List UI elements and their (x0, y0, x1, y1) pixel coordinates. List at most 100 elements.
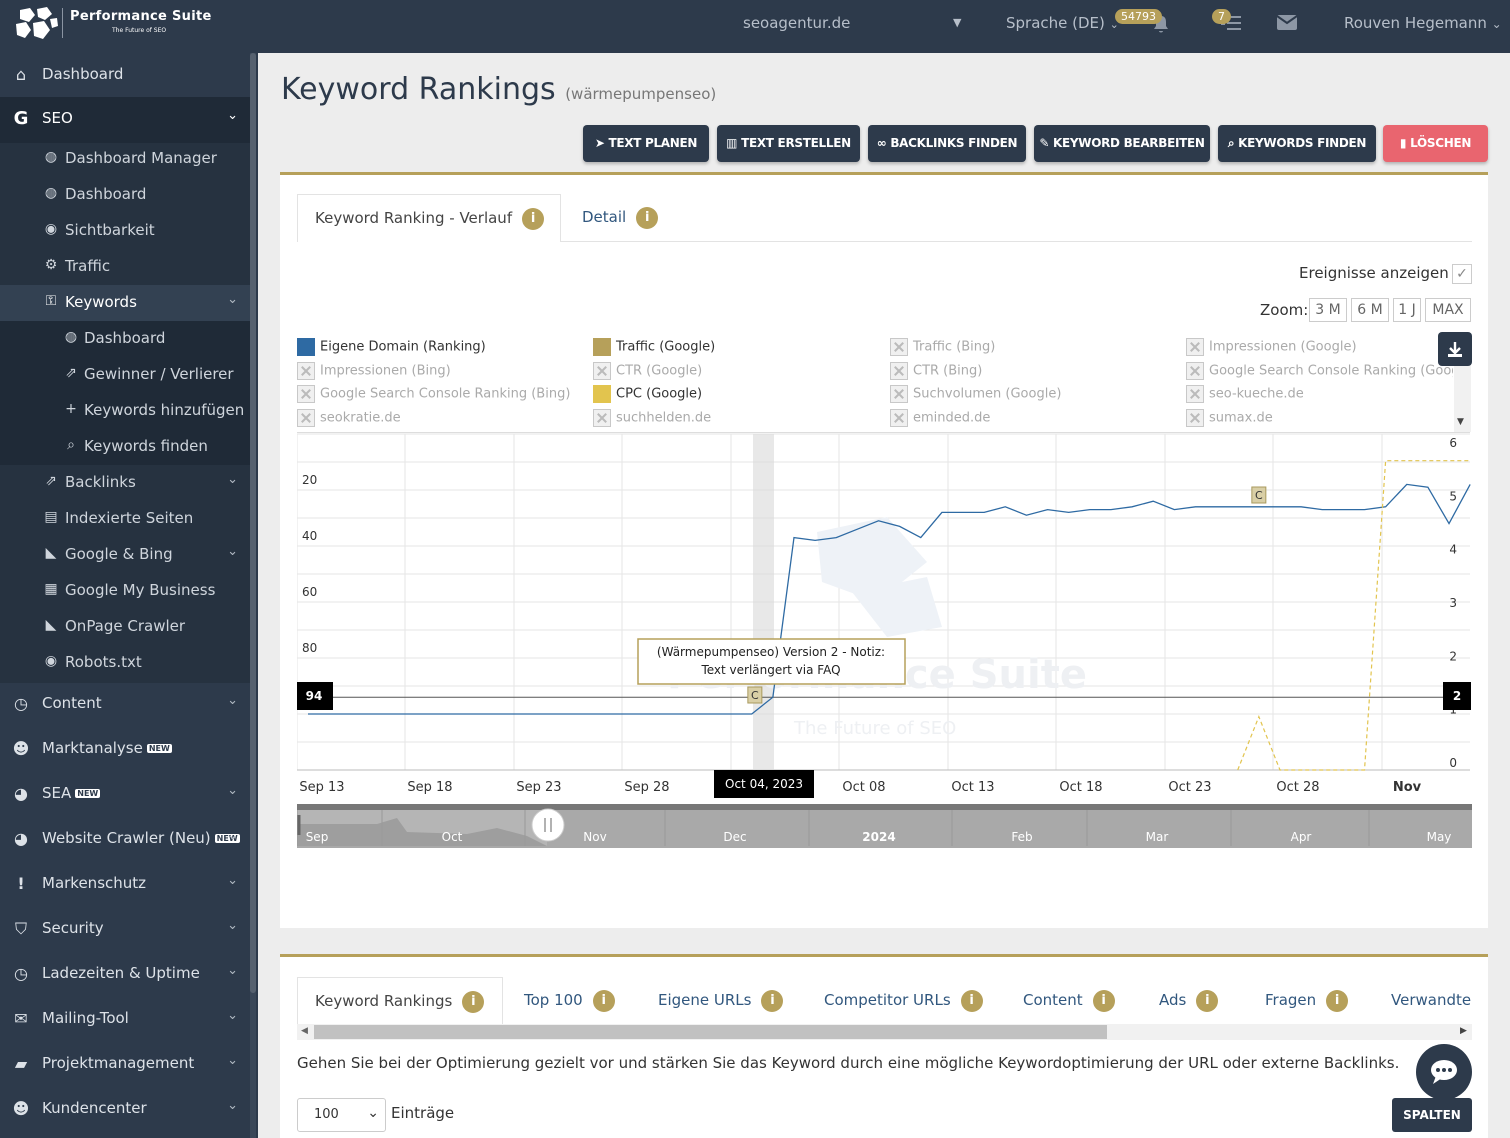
legend-label: Google Search Console Ranking (Bing) (320, 386, 571, 402)
legend-item[interactable]: seo-kueche.de (1186, 385, 1304, 403)
zoom-max-button[interactable]: MAX (1425, 298, 1471, 322)
info-icon[interactable]: i (1196, 989, 1219, 1012)
tab-label: Keyword Rankings (315, 992, 453, 1010)
info-icon[interactable]: i (761, 989, 784, 1012)
legend-item[interactable]: Eigene Domain (Ranking) (297, 338, 486, 356)
language-select[interactable]: Sprache (DE) ⌄ (1006, 14, 1119, 32)
sidebar-item-gewinner-verlierer[interactable]: ⇗ Gewinner / Verlierer (0, 357, 250, 393)
legend-item[interactable]: sumax.de (1186, 408, 1273, 427)
navigator-selection[interactable] (297, 810, 547, 846)
user-menu[interactable]: Rouven Hegemann ⌄ (1344, 14, 1502, 32)
table-tab[interactable]: Competitor URLs i (807, 977, 997, 1025)
event-marker[interactable] (1251, 486, 1267, 504)
info-icon[interactable]: i (522, 207, 545, 230)
legend-scroll-down-icon[interactable]: ▼ (1457, 417, 1464, 427)
sidebar-item-security[interactable]: ⛉ Security ⌄ (0, 907, 250, 951)
info-icon[interactable]: i (592, 989, 615, 1012)
sidebar-item-robots-txt[interactable]: ◉ Robots.txt (0, 645, 250, 681)
brand-name[interactable]: Performance Suite (70, 9, 212, 24)
sidebar-item-indexierte-seiten[interactable]: ▤ Indexierte Seiten (0, 501, 250, 537)
sidebar-item-content[interactable]: ◷ Content ⌄ (0, 682, 250, 726)
info-icon[interactable]: i (1092, 989, 1115, 1012)
domain-select[interactable]: seoagentur.de (743, 14, 850, 32)
page-size-value: 100 (314, 1107, 339, 1122)
sidebar-item-keywords-dashboard[interactable]: ◍ Dashboard (0, 321, 250, 357)
legend-disabled-icon (593, 361, 611, 380)
zoom-3m-button[interactable]: 3 M (1309, 298, 1347, 322)
scroll-left-icon[interactable]: ◀ (301, 1026, 308, 1036)
legend-item[interactable]: Traffic (Google) (593, 338, 715, 356)
legend-scrollbar[interactable] (1454, 362, 1471, 432)
zoom-6m-button[interactable]: 6 M (1351, 298, 1389, 322)
events-checkbox[interactable]: ✓ (1452, 264, 1472, 284)
sidebar-item-marktanalyse[interactable]: ☻ Marktanalyse NEW (0, 727, 250, 771)
legend-item[interactable]: Impressionen (Bing) (297, 361, 451, 380)
sidebar-item-website-crawler[interactable]: ◕ Website Crawler (Neu) NEW ⌄ (0, 817, 250, 861)
table-tab[interactable]: Content i (1006, 977, 1131, 1025)
envelope-icon[interactable] (1276, 15, 1298, 34)
table-tab[interactable]: Verwandte (1374, 977, 1484, 1025)
legend-item[interactable]: CPC (Google) (593, 385, 702, 403)
keyword-bearbeiten-button[interactable]: ✎ KEYWORD BEARBEITEN (1034, 125, 1210, 162)
loeschen-button[interactable]: ▮ LÖSCHEN (1383, 125, 1488, 162)
tabs-scrollbar-thumb[interactable] (314, 1025, 1107, 1039)
sidebar-item-keywords-hinzufuegen[interactable]: + Keywords hinzufügen (0, 393, 250, 429)
sidebar-item-markenschutz[interactable]: ! Markenschutz ⌄ (0, 862, 250, 906)
spalten-button[interactable]: SPALTEN (1392, 1098, 1472, 1132)
legend-item[interactable]: Suchvolumen (Google) (890, 385, 1061, 403)
backlinks-finden-button[interactable]: ∞ BACKLINKS FINDEN (868, 125, 1026, 162)
sidebar-item-google-bing[interactable]: ◣ Google & Bing ⌄ (0, 537, 250, 573)
sidebar-item-traffic[interactable]: ⚙ Traffic (0, 249, 250, 285)
sidebar-item-sea[interactable]: ◕ SEA NEW ⌄ (0, 772, 250, 816)
legend-item[interactable]: suchhelden.de (593, 408, 711, 427)
sidebar-scrollbar-thumb[interactable] (250, 53, 256, 993)
page-subtitle: (wärmepumpenseo) (565, 85, 717, 103)
legend-item[interactable]: CTR (Google) (593, 361, 702, 380)
info-icon[interactable]: i (636, 206, 659, 229)
text-erstellen-button[interactable]: ▥ TEXT ERSTELLEN (717, 125, 860, 162)
tab-detail[interactable]: Detail i (565, 194, 685, 242)
table-tab[interactable]: Ads i (1142, 977, 1237, 1025)
sidebar-item-ladezeiten[interactable]: ◷ Ladezeiten & Uptime ⌄ (0, 952, 250, 996)
legend-item[interactable]: eminded.de (890, 408, 990, 427)
sidebar-item-kundencenter[interactable]: ☻ Kundencenter ⌄ (0, 1087, 250, 1131)
domain-chevron-icon[interactable]: ▼ (953, 16, 962, 29)
info-icon[interactable]: i (462, 990, 485, 1013)
text-planen-button[interactable]: ➤ TEXT PLANEN (583, 125, 709, 162)
legend-item[interactable]: Impressionen (Google) (1186, 338, 1357, 356)
table-tab[interactable]: Eigene URLs i (641, 977, 797, 1025)
info-icon[interactable]: i (1326, 989, 1349, 1012)
legend-item[interactable]: CTR (Bing) (890, 361, 982, 380)
sidebar-item-keywords[interactable]: ⚿ Keywords ⌄ (0, 285, 250, 321)
table-tab[interactable]: Top 100 i (507, 977, 637, 1025)
scroll-right-icon[interactable]: ▶ (1460, 1026, 1467, 1036)
navigator-handle[interactable] (531, 808, 565, 842)
sidebar-item-sichtbarkeit[interactable]: ◉ Sichtbarkeit (0, 213, 250, 249)
zoom-1j-button[interactable]: 1 J (1393, 298, 1421, 322)
chat-button[interactable] (1416, 1044, 1472, 1100)
sidebar-item-seo[interactable]: G SEO ⌄ (0, 97, 250, 143)
sidebar-item-onpage-crawler[interactable]: ◣ OnPage Crawler (0, 609, 250, 645)
sidebar-item-projektmanagement[interactable]: ▰ Projektmanagement ⌄ (0, 1042, 250, 1086)
legend-item[interactable]: Google Search Console Ranking (Google) (1186, 361, 1453, 380)
sidebar-item-dashboard[interactable]: ⌂ Dashboard (0, 53, 250, 97)
sidebar-item-mailing-tool[interactable]: ✉ Mailing-Tool ⌄ (0, 997, 250, 1041)
sidebar-item-dashboard-manager[interactable]: ◍ Dashboard Manager (0, 141, 250, 177)
tab-keyword-ranking-verlauf[interactable]: Keyword Ranking - Verlauf i (297, 194, 561, 242)
sidebar-item-seo-dashboard[interactable]: ◍ Dashboard (0, 177, 250, 213)
download-button[interactable] (1438, 332, 1472, 366)
keywords-finden-button[interactable]: ⌕ KEYWORDS FINDEN (1218, 125, 1376, 162)
navigator-label: Sep (306, 830, 329, 844)
legend-item[interactable]: seokratie.de (297, 408, 401, 427)
legend-item[interactable]: Traffic (Bing) (890, 338, 995, 356)
legend-item[interactable]: Google Search Console Ranking (Bing) (297, 385, 570, 403)
page-size-select[interactable]: 100 ⌄ (297, 1098, 386, 1132)
sidebar-item-backlinks[interactable]: ⇗ Backlinks ⌄ (0, 465, 250, 501)
event-marker[interactable] (747, 686, 763, 704)
info-icon[interactable]: i (960, 989, 983, 1012)
table-tab[interactable]: Fragen i (1248, 977, 1368, 1025)
sidebar-item-google-my-business[interactable]: ▦ Google My Business (0, 573, 250, 609)
sidebar-item-keywords-finden[interactable]: ⌕ Keywords finden (0, 429, 250, 465)
table-tab[interactable]: Keyword Rankings i (297, 977, 503, 1025)
